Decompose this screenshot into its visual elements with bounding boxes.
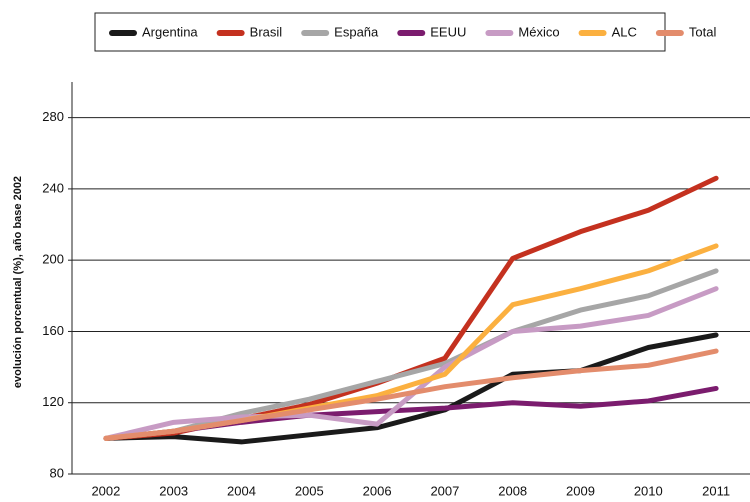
series-line — [103, 332, 719, 445]
x-tick-label: 2007 — [430, 483, 459, 498]
series-line — [103, 348, 719, 441]
x-tick-label: 2003 — [159, 483, 188, 498]
x-tick-label: 2011 — [702, 483, 730, 498]
legend-label: Argentina — [142, 24, 198, 39]
y-axis-label: evolución porcentual (%), año base 2002 — [12, 176, 24, 388]
x-tick-label: 2002 — [91, 483, 120, 498]
series-line — [103, 268, 719, 441]
series-line — [103, 286, 719, 441]
y-tick-label: 280 — [42, 109, 64, 124]
series-line — [103, 175, 719, 441]
legend-label: Brasil — [250, 24, 283, 39]
legend-label: Total — [689, 24, 717, 39]
x-tick-label: 2009 — [566, 483, 595, 498]
y-tick-label: 80 — [50, 465, 64, 480]
x-tick-label: 2006 — [363, 483, 392, 498]
y-tick-label: 200 — [42, 252, 64, 267]
y-tick-label: 240 — [42, 180, 64, 195]
x-tick-label: 2008 — [498, 483, 527, 498]
y-tick-label: 120 — [42, 394, 64, 409]
x-tick-label: 2005 — [295, 483, 324, 498]
x-tick-label: 2010 — [634, 483, 663, 498]
legend-label: EEUU — [430, 24, 466, 39]
legend-label: México — [518, 24, 559, 39]
x-tick-label: 2004 — [227, 483, 256, 498]
legend-label: España — [334, 24, 379, 39]
y-tick-label: 160 — [42, 323, 64, 338]
legend-label: ALC — [612, 24, 637, 39]
legend-box — [94, 12, 666, 52]
